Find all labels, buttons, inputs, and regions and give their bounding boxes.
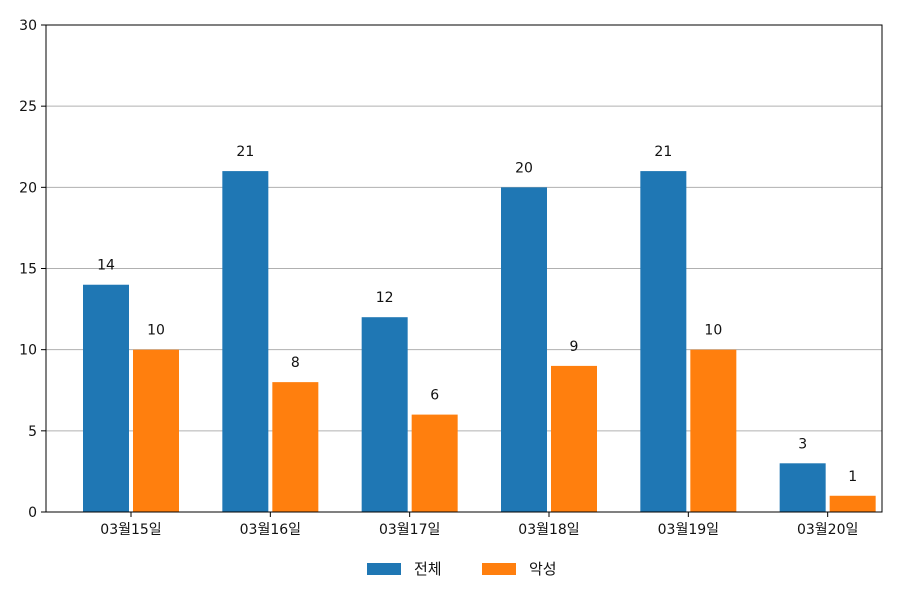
x-tick-label: 03월15일 [100, 522, 161, 538]
y-tick-label: 15 [19, 262, 37, 278]
bar-malicious [551, 365, 597, 512]
x-tick-label: 03월19일 [658, 522, 719, 538]
bar-malicious [133, 349, 179, 512]
y-tick-label: 10 [19, 343, 37, 359]
legend-label: 악성 [529, 560, 557, 578]
bar-total [501, 187, 547, 513]
y-tick-label: 25 [19, 99, 37, 115]
data-labels: 14 10 21 8 12 6 20 9 21 10 3 1 [97, 144, 857, 485]
y-tick-label: 30 [19, 18, 37, 34]
y-tick-label: 0 [28, 505, 37, 521]
x-tick-label: 03월17일 [379, 522, 440, 538]
x-tick-label: 03월16일 [240, 522, 301, 538]
bar-total [779, 463, 826, 512]
bar-total [83, 284, 129, 512]
bar-value-label: 20 [515, 160, 533, 176]
bar-value-label: 12 [376, 290, 394, 306]
bar-value-label: 10 [147, 323, 165, 339]
legend-label: 전체 [414, 560, 442, 578]
grid-lines [46, 105, 882, 432]
x-tick-label: 03월20일 [797, 522, 858, 538]
legend-swatch [367, 563, 401, 575]
bar-malicious [829, 495, 876, 512]
bar-value-label: 10 [704, 323, 722, 339]
bar-value-label: 14 [97, 258, 115, 274]
bar-total [361, 317, 408, 512]
bar-value-label: 6 [430, 388, 439, 404]
bar-value-label: 21 [236, 144, 254, 160]
bar-value-label: 21 [654, 144, 672, 160]
y-tick-label: 5 [28, 424, 37, 440]
y-tick-label: 20 [19, 180, 37, 196]
bar-malicious [272, 382, 319, 512]
bars [83, 171, 876, 513]
bar-total [222, 171, 269, 512]
x-tick-label: 03월18일 [518, 522, 579, 538]
bar-malicious [411, 414, 458, 512]
legend-swatch [482, 563, 516, 575]
bar-total [640, 171, 687, 512]
bar-value-label: 8 [291, 355, 300, 371]
bar-value-label: 1 [848, 469, 857, 485]
axis-ticks: 0 5 10 15 20 25 30 03월15일 03월16일 03월17일 03월18일 03월1… [19, 18, 858, 538]
bar-value-label: 9 [570, 339, 579, 355]
bar-malicious [690, 349, 737, 512]
bar-value-label: 3 [798, 436, 807, 452]
legend: 전체 악성 [367, 560, 557, 578]
